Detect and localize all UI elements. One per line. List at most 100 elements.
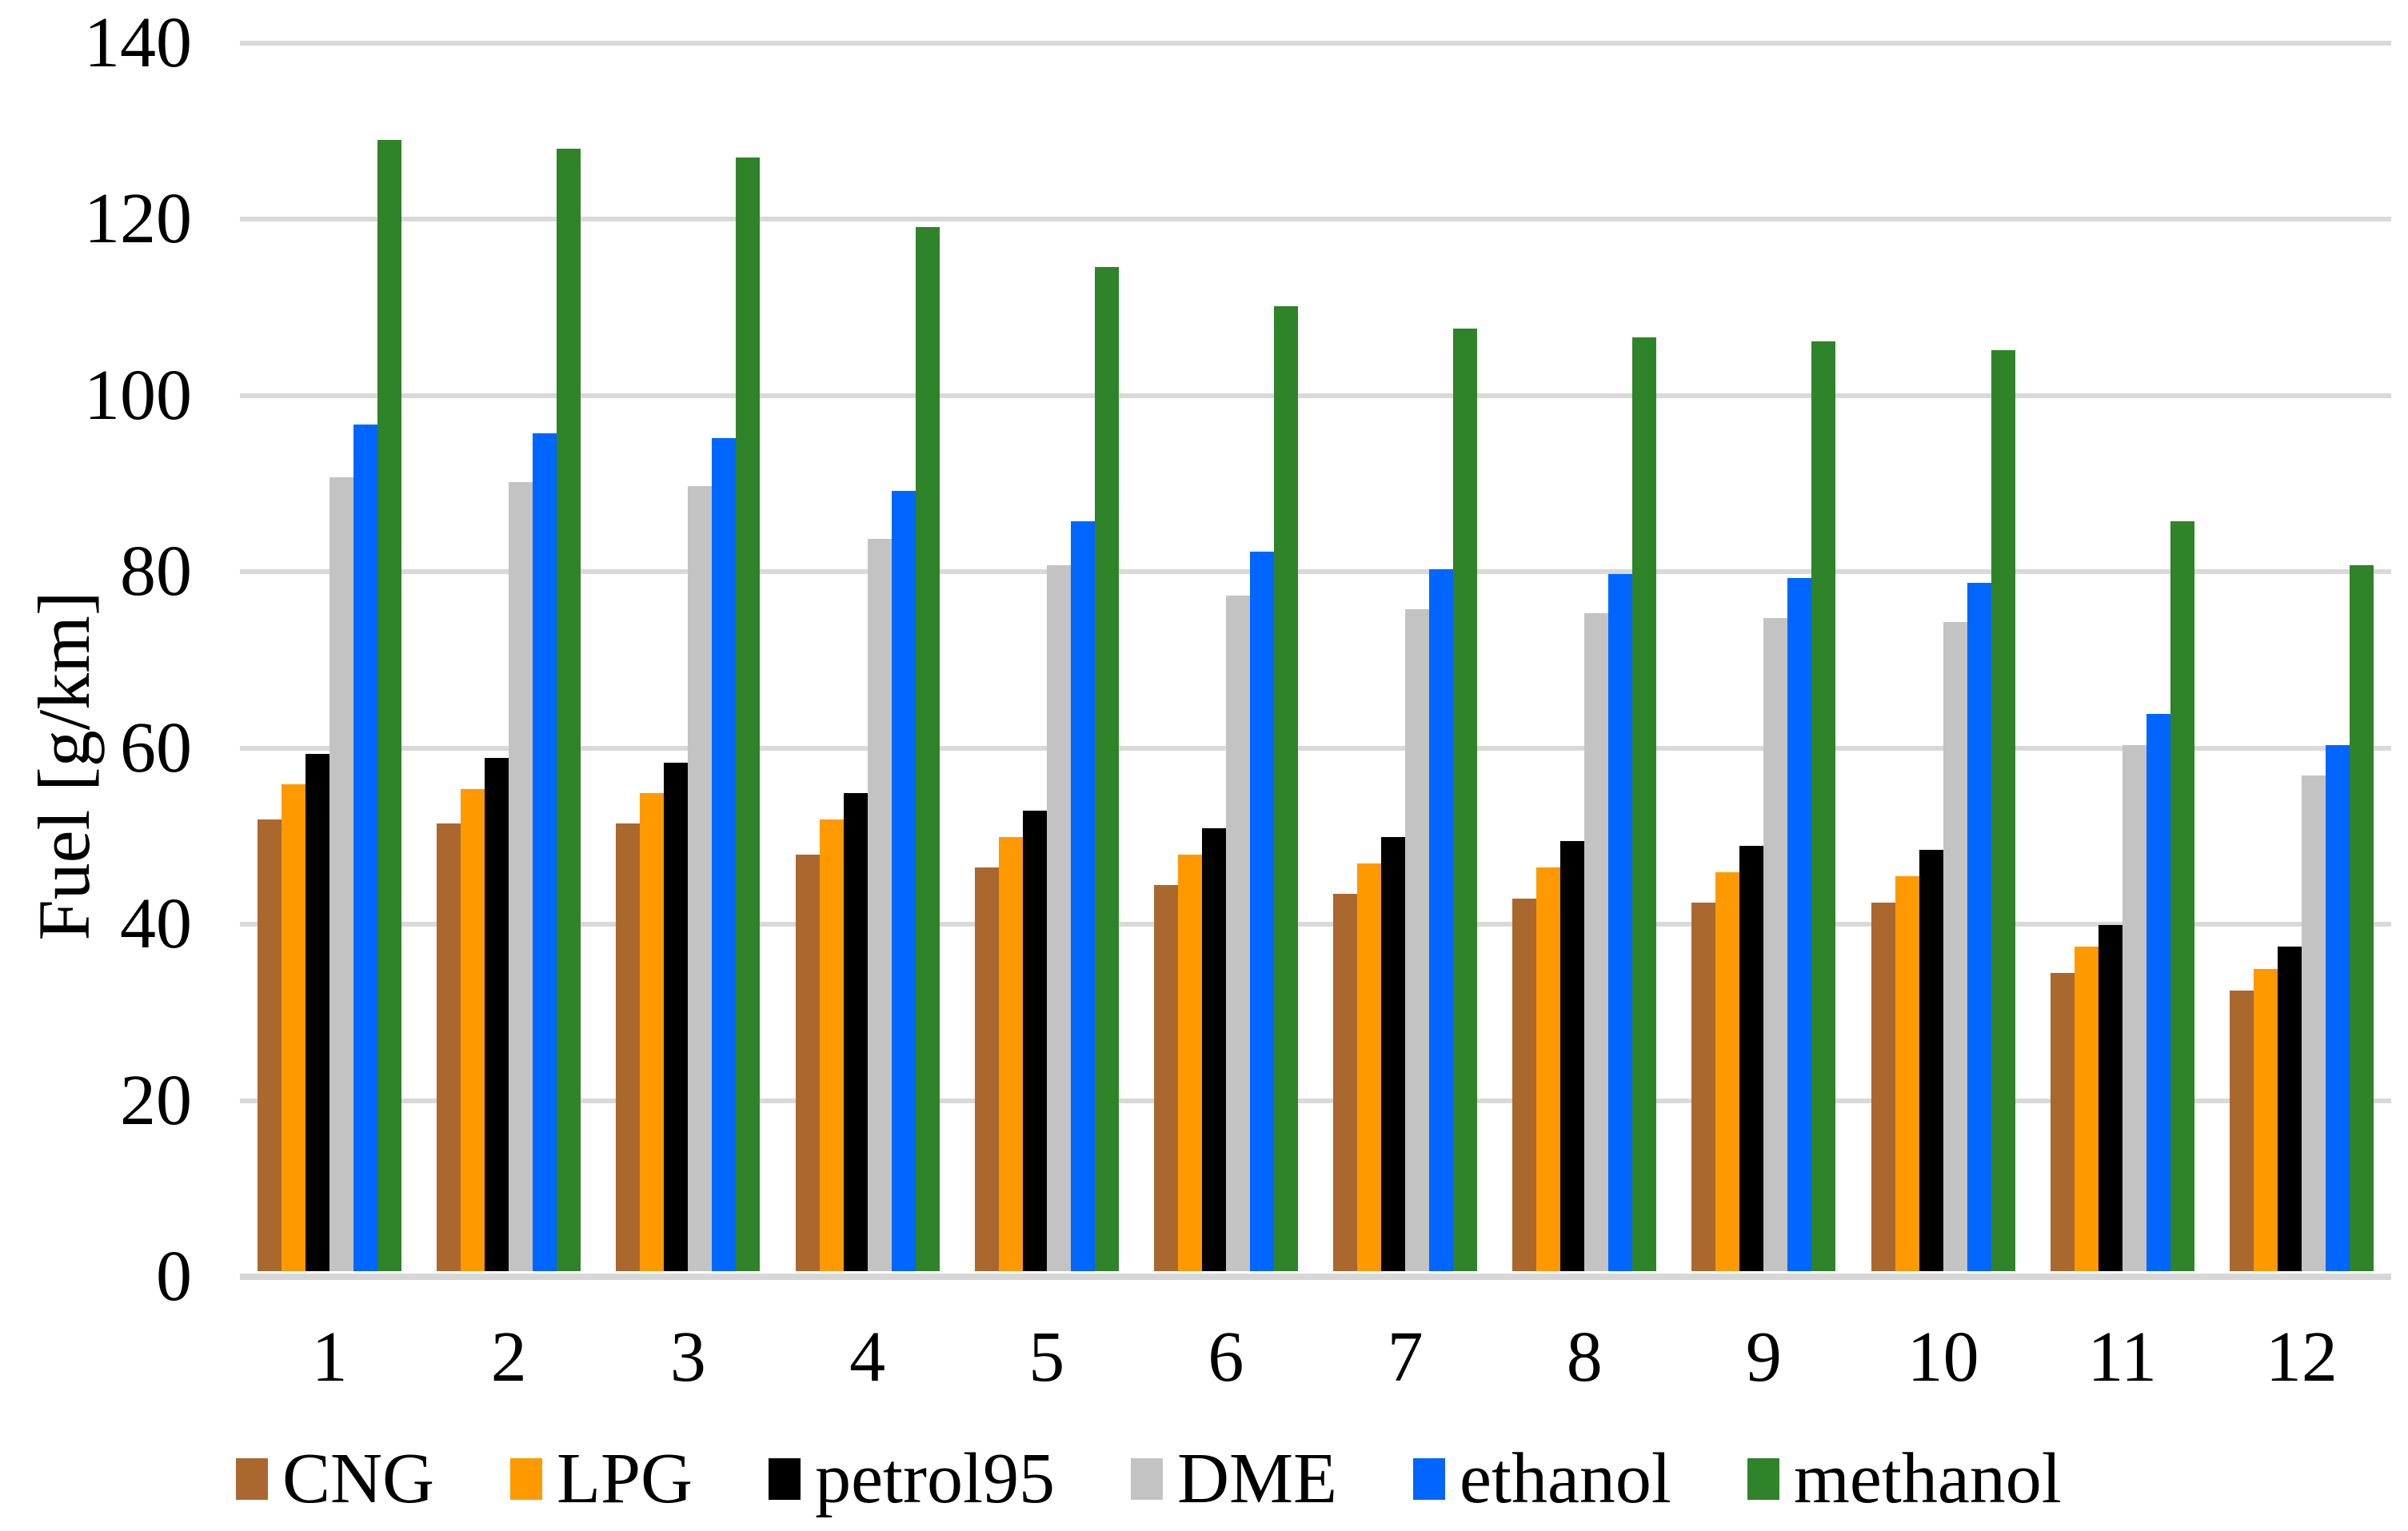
x-tick-label: 9 — [1745, 1318, 1782, 1397]
bar-group — [1316, 43, 1495, 1271]
bar-ethanol — [1070, 520, 1095, 1271]
y-tick-label: 80 — [120, 532, 192, 612]
bar-ethanol — [1787, 578, 1812, 1271]
x-tick-label: 6 — [1208, 1318, 1244, 1397]
x-tick-label: 4 — [849, 1318, 886, 1397]
y-tick-label: 100 — [84, 355, 192, 435]
bar-petrol95 — [305, 753, 330, 1271]
bar-ethanol — [2146, 714, 2170, 1271]
bar-petrol95 — [1560, 841, 1585, 1271]
bar-methanol — [915, 227, 940, 1271]
legend-item-DME: DME — [1131, 1439, 1337, 1519]
bar-CNG — [258, 819, 282, 1271]
x-tick-label: 8 — [1566, 1318, 1603, 1397]
bar-LPG — [1895, 876, 1919, 1271]
legend-label: methanol — [1793, 1439, 2062, 1518]
bar-CNG — [795, 854, 820, 1271]
bar-DME — [329, 477, 354, 1271]
x-tick-label: 3 — [669, 1318, 706, 1397]
bar-ethanol — [712, 437, 737, 1271]
x-tick-label: 10 — [1907, 1318, 1979, 1397]
bar-petrol95 — [664, 762, 689, 1271]
bar-ethanol — [2325, 744, 2350, 1271]
plot-area — [240, 41, 2391, 1280]
legend-item-methanol: methanol — [1747, 1439, 2062, 1519]
y-tick-label: 0 — [156, 1237, 192, 1316]
bar-DME — [1763, 617, 1788, 1271]
bar-CNG — [2229, 990, 2254, 1271]
bar-CNG — [2050, 972, 2075, 1271]
gridline — [240, 745, 2391, 751]
bar-DME — [1943, 622, 1967, 1271]
bar-CNG — [1512, 898, 1537, 1271]
legend-item-ethanol: ethanol — [1413, 1439, 1671, 1519]
gridline — [240, 41, 2391, 46]
bar-group — [2033, 43, 2212, 1271]
bar-DME — [688, 486, 713, 1271]
x-axis-line — [240, 1274, 2391, 1280]
y-tick-label: 20 — [120, 1060, 192, 1140]
bar-LPG — [2253, 968, 2278, 1271]
legend-swatch-icon — [1413, 1458, 1445, 1500]
x-tick-label: 11 — [2087, 1318, 2158, 1397]
bar-methanol — [1632, 337, 1657, 1271]
bar-LPG — [461, 788, 485, 1271]
bar-methanol — [377, 139, 402, 1271]
bar-DME — [2301, 775, 2326, 1271]
bar-ethanol — [1967, 582, 1991, 1271]
bar-methanol — [736, 157, 761, 1271]
bar-LPG — [2074, 947, 2099, 1271]
bar-ethanol — [1429, 569, 1454, 1271]
x-tick-label: 12 — [2265, 1318, 2338, 1397]
bar-methanol — [1273, 306, 1298, 1271]
bar-LPG — [819, 819, 844, 1271]
legend-label: LPG — [557, 1439, 693, 1518]
bar-petrol95 — [1022, 811, 1047, 1271]
bar-DME — [1584, 613, 1609, 1271]
bar-LPG — [640, 793, 665, 1271]
bar-methanol — [1094, 266, 1119, 1271]
bar-methanol — [1811, 341, 1836, 1271]
bar-methanol — [2349, 564, 2374, 1271]
bar-petrol95 — [485, 758, 509, 1271]
bar-methanol — [557, 148, 581, 1271]
legend-label: petrol95 — [815, 1439, 1055, 1518]
bar-ethanol — [353, 425, 378, 1271]
gridline — [240, 1098, 2391, 1103]
bar-ethanol — [891, 490, 916, 1271]
bar-CNG — [1153, 885, 1178, 1271]
y-tick-label: 40 — [120, 884, 192, 964]
bar-methanol — [2170, 520, 2194, 1271]
bar-CNG — [1871, 903, 1895, 1271]
bar-CNG — [616, 823, 641, 1271]
bar-petrol95 — [843, 793, 868, 1271]
x-tick-label: 1 — [311, 1318, 348, 1397]
legend-swatch-icon — [510, 1458, 543, 1500]
bar-DME — [867, 538, 892, 1271]
bar-group — [2212, 43, 2391, 1271]
bar-CNG — [974, 867, 999, 1271]
gridline — [240, 393, 2391, 398]
bar-ethanol — [1608, 573, 1633, 1271]
bar-group — [240, 43, 419, 1271]
bar-LPG — [1177, 854, 1202, 1271]
bar-DME — [509, 481, 533, 1271]
legend-item-petrol95: petrol95 — [769, 1439, 1055, 1519]
bar-DME — [2122, 744, 2146, 1271]
gridline — [240, 569, 2391, 575]
bar-petrol95 — [2277, 947, 2302, 1271]
bar-petrol95 — [2098, 924, 2122, 1271]
bar-CNG — [437, 823, 461, 1271]
bar-LPG — [998, 836, 1023, 1271]
bar-petrol95 — [1919, 850, 1943, 1271]
bar-group — [957, 43, 1136, 1271]
y-tick-label: 140 — [84, 3, 192, 82]
bar-ethanol — [1249, 552, 1274, 1271]
bar-LPG — [1715, 871, 1740, 1271]
bar-DME — [1225, 596, 1250, 1271]
bar-methanol — [1453, 328, 1478, 1271]
x-tick-label: 5 — [1028, 1318, 1065, 1397]
bar-group — [419, 43, 598, 1271]
bar-group — [778, 43, 957, 1271]
bar-DME — [1405, 608, 1430, 1271]
